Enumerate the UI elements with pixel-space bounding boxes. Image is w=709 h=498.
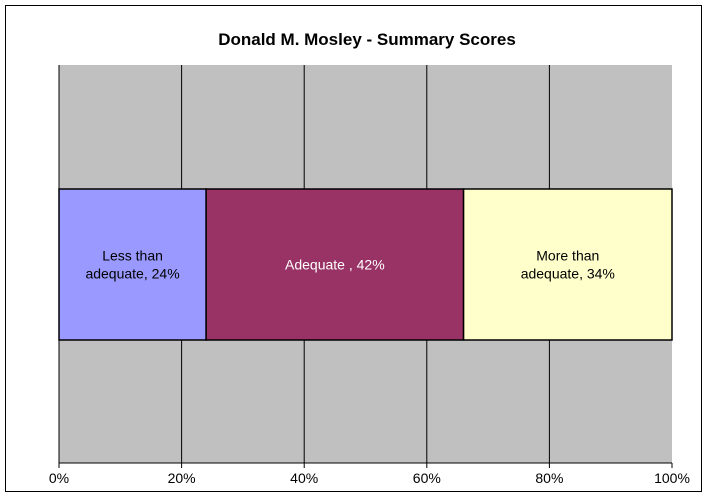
x-tick-label: 60% [413, 470, 441, 486]
x-tick-label: 40% [290, 470, 318, 486]
segment-label: adequate, 34% [521, 266, 615, 282]
bar-segment-2 [205, 188, 465, 341]
x-tick-label: 20% [168, 470, 196, 486]
segment-label: adequate, 24% [85, 266, 179, 282]
chart-title: Donald M. Mosley - Summary Scores [218, 30, 516, 49]
plot-area: Less than adequate, 24% Adequate , 42% More… [58, 65, 673, 464]
x-axis-ticks: 0% 20% 40% 60% 80% 100% [49, 463, 690, 486]
segment-label: More than [536, 248, 599, 264]
segment-label: Adequate , 42% [285, 257, 385, 273]
x-tick-label: 100% [654, 470, 690, 486]
x-tick-label: 80% [535, 470, 563, 486]
bar-segment-3 [462, 188, 673, 341]
x-tick-label: 0% [49, 470, 69, 486]
bar-segment-1 [58, 188, 207, 341]
segment-label: Less than [102, 248, 163, 264]
